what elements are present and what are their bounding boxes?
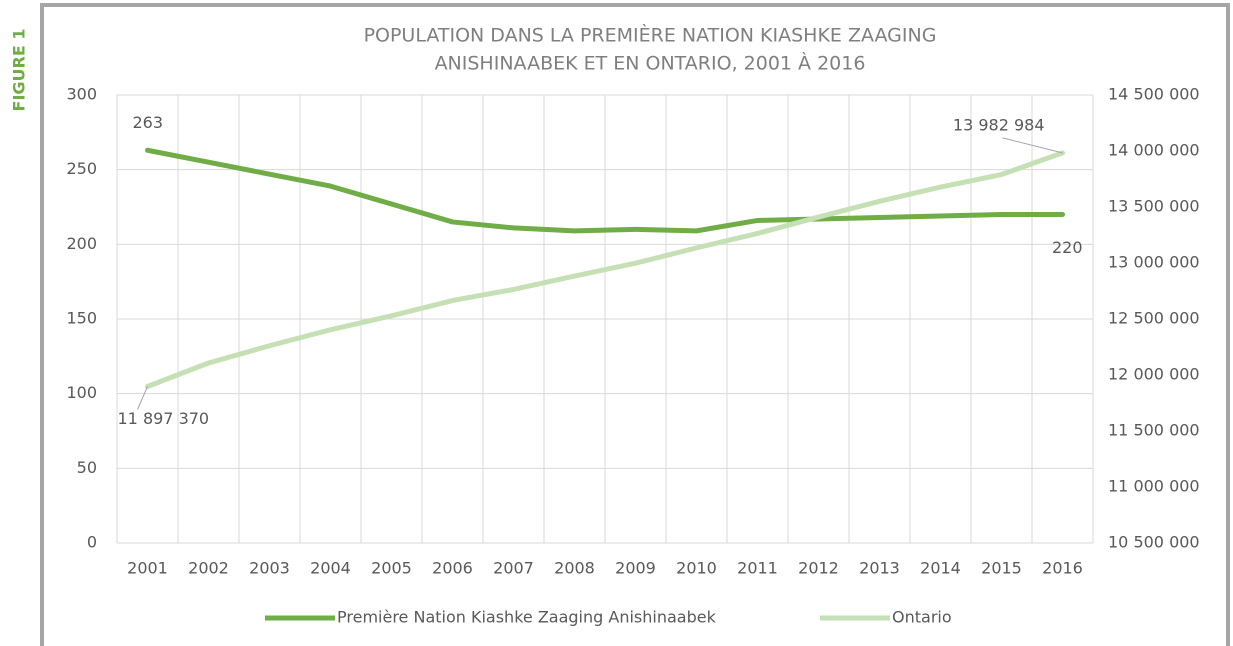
- x-tick-label: 2005: [371, 559, 412, 578]
- x-tick-label: 2006: [432, 559, 473, 578]
- y2-tick-label: 14 000 000: [1108, 141, 1200, 160]
- y-tick-label: 250: [66, 159, 97, 178]
- series-line: [145, 150, 1065, 389]
- y-tick-label: 50: [77, 458, 97, 477]
- data-label: 13 982 984: [953, 115, 1045, 134]
- data-label: 220: [1052, 238, 1083, 257]
- y2-tick-label: 11 500 000: [1108, 421, 1200, 440]
- data-label: 263: [133, 113, 164, 132]
- y2-tick-label: 12 000 000: [1108, 365, 1200, 384]
- x-tick-label: 2007: [493, 559, 534, 578]
- legend-label: Ontario: [892, 608, 952, 627]
- series-line: [145, 147, 1065, 234]
- data-label: 11 897 370: [118, 409, 210, 428]
- x-tick-label: 2008: [554, 559, 595, 578]
- leader-line: [137, 386, 148, 410]
- x-tick-label: 2016: [1042, 559, 1083, 578]
- y-tick-label: 150: [66, 309, 97, 328]
- y2-tick-label: 14 500 000: [1108, 85, 1200, 104]
- x-tick-label: 2010: [676, 559, 717, 578]
- leader-line: [1002, 137, 1063, 154]
- x-tick-label: 2003: [249, 559, 290, 578]
- x-tick-label: 2001: [127, 559, 168, 578]
- chart-title: ANISHINAABEK ET EN ONTARIO, 2001 À 2016: [435, 52, 866, 75]
- y2-tick-label: 13 000 000: [1108, 253, 1200, 272]
- y2-tick-label: 11 000 000: [1108, 477, 1200, 496]
- figure-label: FIGURE 1: [10, 29, 29, 112]
- x-tick-label: 2014: [920, 559, 961, 578]
- frame: [40, 3, 1230, 646]
- y-tick-label: 200: [66, 234, 97, 253]
- x-tick-label: 2013: [859, 559, 900, 578]
- y2-tick-label: 12 500 000: [1108, 309, 1200, 328]
- y2-tick-label: 13 500 000: [1108, 197, 1200, 216]
- chart-title: POPULATION DANS LA PREMIÈRE NATION KIASH…: [364, 24, 937, 47]
- x-tick-label: 2009: [615, 559, 656, 578]
- y-tick-label: 300: [66, 85, 97, 104]
- y2-tick-label: 10 500 000: [1108, 533, 1200, 552]
- legend-label: Première Nation Kiashke Zaaging Anishina…: [337, 608, 717, 627]
- x-tick-label: 2015: [981, 559, 1022, 578]
- y-tick-label: 0: [87, 533, 97, 552]
- x-tick-label: 2004: [310, 559, 351, 578]
- y-tick-label: 100: [66, 383, 97, 402]
- x-tick-label: 2002: [188, 559, 229, 578]
- x-tick-label: 2012: [798, 559, 839, 578]
- x-tick-label: 2011: [737, 559, 778, 578]
